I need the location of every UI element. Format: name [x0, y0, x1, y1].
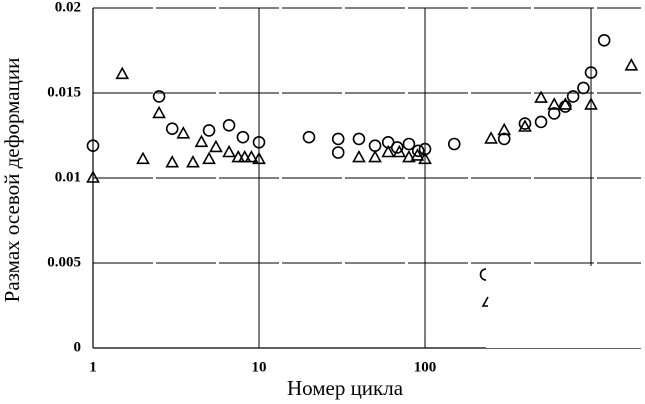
y-tick-label: 0.01	[55, 169, 81, 185]
circle-point	[597, 33, 611, 47]
triangle-point	[244, 149, 259, 163]
circle-point	[547, 107, 561, 120]
circle-point	[331, 146, 345, 159]
x-axis-label: Номер цикла	[287, 376, 404, 400]
x-tick-label: 100	[414, 359, 437, 375]
y-tick-label: 0	[74, 339, 82, 355]
circle-point	[518, 117, 532, 130]
triangle-point	[352, 149, 366, 163]
legend-box	[486, 266, 641, 348]
circle-point	[302, 130, 316, 144]
circle-point	[411, 144, 425, 158]
triangle-point	[547, 97, 562, 110]
circle-point	[402, 137, 416, 151]
circle-point	[352, 132, 366, 146]
y-tick-label: 0.015	[47, 84, 81, 100]
triangle-point	[202, 151, 216, 165]
circle-point	[86, 139, 100, 152]
triangle-point	[418, 151, 432, 165]
triangle-point	[152, 105, 166, 119]
triangle-point	[209, 139, 223, 153]
triangle-point	[176, 126, 191, 139]
circle-point	[584, 66, 598, 79]
triangle-point	[115, 66, 130, 80]
y-tick-label: 0.005	[47, 254, 81, 270]
circle-point	[202, 124, 216, 137]
triangle-point	[165, 155, 180, 168]
y-tick-label: 0.02	[55, 0, 81, 15]
circle-point	[165, 122, 179, 135]
triangle-point	[252, 151, 266, 165]
circle-point	[534, 115, 548, 129]
triangle-point	[584, 97, 598, 110]
circle-point	[497, 132, 511, 146]
circle-point	[390, 141, 404, 154]
y-axis-label: Размах осевой деформации	[0, 58, 24, 303]
circle-point	[331, 132, 345, 146]
triangle-point	[222, 144, 236, 158]
legend-icon	[481, 296, 489, 307]
triangle-point	[186, 155, 200, 168]
legend-icon	[479, 268, 487, 281]
triangle-point	[518, 119, 532, 132]
triangle-point	[410, 148, 425, 161]
triangle-point	[136, 151, 150, 165]
circle-point	[566, 90, 580, 103]
triangle-point	[381, 144, 396, 158]
triangle-point	[484, 131, 498, 144]
triangle-point	[237, 149, 252, 163]
x-tick-label: 1	[89, 359, 97, 375]
circle-point	[252, 136, 266, 149]
circle-point	[577, 81, 590, 95]
x-tick-label: 10	[252, 359, 267, 375]
triangle-point	[392, 144, 407, 158]
circle-point	[368, 139, 382, 152]
triangle-point	[86, 170, 100, 183]
triangle-point	[402, 149, 416, 163]
circle-point	[222, 119, 236, 132]
triangle-point	[534, 90, 548, 103]
triangle-point	[624, 58, 639, 71]
triangle-point	[558, 97, 573, 110]
circle-point	[236, 130, 250, 144]
triangle-point	[194, 134, 209, 148]
triangle-point	[368, 149, 382, 163]
triangle-point	[231, 149, 246, 163]
circle-point	[447, 137, 461, 151]
circle-point	[152, 90, 166, 103]
triangle-point	[497, 122, 512, 136]
circle-point	[559, 100, 572, 113]
